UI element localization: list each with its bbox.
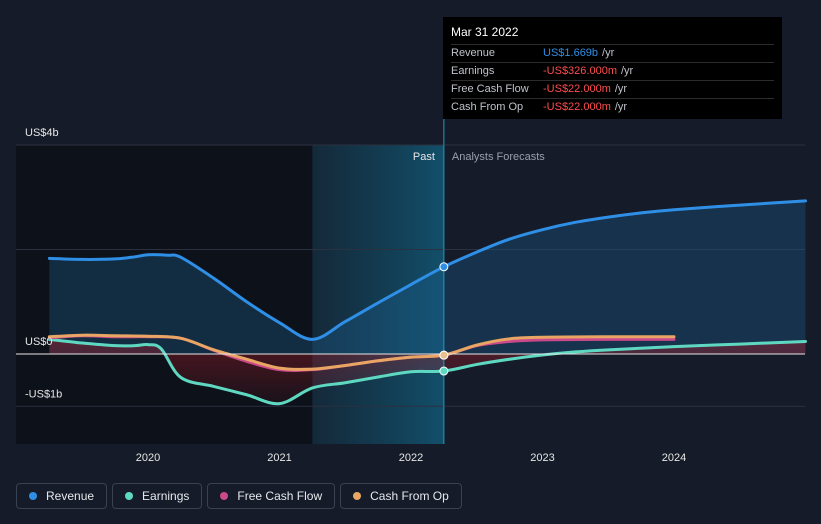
legend-item-free-cash-flow[interactable]: Free Cash Flow xyxy=(207,483,336,509)
tooltip-row-label: Earnings xyxy=(451,65,495,77)
tooltip-row-unit: /yr xyxy=(602,47,615,59)
legend-label: Earnings xyxy=(142,489,190,503)
legend-label: Free Cash Flow xyxy=(237,489,323,503)
past-region-label: Past xyxy=(413,151,435,163)
tooltip-row-unit: /yr xyxy=(621,65,634,77)
x-tick-label: 2020 xyxy=(136,452,160,464)
grid-lines xyxy=(16,144,805,407)
y-tick-label: US$4b xyxy=(25,127,59,139)
cash-from-op-line xyxy=(47,333,676,371)
tooltip-row-label: Revenue xyxy=(451,47,496,59)
legend-item-revenue[interactable]: Revenue xyxy=(16,483,108,509)
earnings-marker xyxy=(439,366,449,376)
tooltip-row-unit: /yr xyxy=(614,101,628,113)
tooltip-row: Revenue US$1.669b/yr xyxy=(451,44,774,62)
x-tick-label: 2023 xyxy=(530,452,554,464)
forecast-region-label: Analysts Forecasts xyxy=(452,151,545,163)
cash-from-op-marker xyxy=(439,350,449,360)
x-tick-label: 2024 xyxy=(662,452,686,464)
tooltip-row-value: -US$326.000m xyxy=(543,65,617,77)
tooltip-row-label: Cash From Op xyxy=(451,101,524,113)
tooltip-row: Free Cash Flow -US$22.000m/yr xyxy=(451,80,774,98)
legend-dot-icon xyxy=(29,492,37,500)
tooltip-row-unit: /yr xyxy=(614,83,628,95)
tooltip-row: Cash From Op -US$22.000m/yr xyxy=(451,98,774,116)
y-tick-label: US$0 xyxy=(25,336,53,348)
revenue-marker xyxy=(439,262,449,272)
tooltip-row: Earnings -US$326.000m/yr xyxy=(451,62,774,80)
legend-label: Revenue xyxy=(46,489,95,503)
revenue-line xyxy=(47,199,807,341)
x-axis-labels: 2020 2021 2022 2023 2024 xyxy=(136,452,686,464)
y-tick-label: -US$1b xyxy=(25,388,62,400)
legend-dot-icon xyxy=(220,492,229,500)
tooltip-date: Mar 31 2022 xyxy=(451,25,519,39)
legend-label: Cash From Op xyxy=(370,489,449,503)
legend-item-earnings[interactable]: Earnings xyxy=(112,483,203,509)
y-axis-labels: US$4b US$0 -US$1b xyxy=(25,127,62,400)
tooltip-row-value: US$1.669b xyxy=(543,47,599,59)
legend-dot-icon xyxy=(353,492,362,500)
legend-dot-icon xyxy=(125,492,134,500)
x-tick-label: 2022 xyxy=(399,452,423,464)
revenue-area xyxy=(49,200,806,354)
data-tooltip: Mar 31 2022 Revenue US$1.669b/yr Earnings -… xyxy=(443,17,782,119)
tooltip-row-value: -US$22.000m xyxy=(543,101,611,113)
x-tick-label: 2021 xyxy=(267,452,291,464)
legend-item-cash-from-op[interactable]: Cash From Op xyxy=(340,483,462,509)
earnings-line xyxy=(47,337,807,406)
tooltip-row-value: -US$22.000m xyxy=(543,83,611,95)
chart-legend: Revenue Earnings Free Cash Flow Cash From O… xyxy=(16,483,462,509)
plot-past-highlight-region xyxy=(312,145,444,444)
series-lines xyxy=(47,199,807,406)
tooltip-row-label: Free Cash Flow xyxy=(451,83,529,95)
series-markers xyxy=(439,262,449,376)
